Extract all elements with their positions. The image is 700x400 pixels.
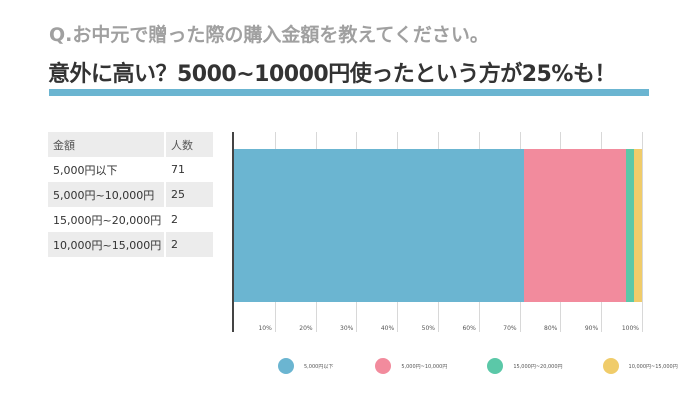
legend-item[interactable]: 10,000円~15,000円	[602, 358, 678, 374]
legend-item[interactable]: 5,000円~10,000円	[375, 358, 447, 374]
table-cell-amount: 5,000円~10,000円	[48, 182, 166, 207]
x-tick-label: 100%	[621, 325, 639, 332]
legend-label: 10,000円~15,000円	[628, 363, 678, 370]
table-row: 15,000円~20,000円 2	[48, 207, 213, 232]
table-header-amount: 金額	[48, 132, 166, 157]
x-tick-label: 30%	[340, 325, 354, 332]
table-header-count: 人数	[166, 132, 213, 157]
x-tick-label: 90%	[584, 325, 599, 332]
legend-item[interactable]: 15,000円~20,000円	[487, 358, 563, 374]
data-table: 金額 人数 5,000円以下 71 5,000円~10,000円 25 15,0…	[48, 132, 213, 257]
table-cell-count: 2	[166, 232, 213, 257]
x-tick-label: 10%	[258, 325, 272, 332]
headline: 意外に高い？5000~10000円使ったという方が25%も！	[48, 62, 616, 87]
x-tick-label: 50%	[421, 325, 435, 332]
bar-segment[interactable]	[234, 149, 524, 302]
bar-segment[interactable]	[523, 149, 626, 302]
x-tick-label: 20%	[299, 325, 313, 332]
legend-label: 15,000円~20,000円	[513, 363, 563, 370]
accent-divider	[49, 89, 649, 96]
question-title: Q.お中元で贈った際の購入金額を教えてください。	[49, 24, 489, 46]
legend-label: 5,000円以下	[304, 363, 334, 370]
chart-legend: 5,000円以下 5,000円~10,000円 15,000円~20,000円 10,…	[278, 358, 678, 374]
gridline	[642, 132, 643, 332]
table-cell-amount: 5,000円以下	[48, 157, 166, 182]
table-row: 5,000円以下 71	[48, 157, 213, 182]
legend-item[interactable]: 5,000円以下	[278, 358, 333, 374]
bar-segment[interactable]	[625, 149, 634, 302]
legend-label: 5,000円~10,000円	[401, 363, 448, 370]
legend-dot-icon	[278, 358, 294, 374]
table-header-row: 金額 人数	[48, 132, 213, 157]
table-cell-amount: 15,000円~20,000円	[48, 207, 166, 232]
x-tick-label: 70%	[503, 325, 517, 332]
stacked-bar-chart: 10% 20% 30% 40% 50% 60% 70% 80% 90% 100%	[232, 132, 643, 332]
table-cell-count: 2	[171, 213, 178, 226]
table-cell-count: 25	[166, 182, 213, 207]
y-axis-line	[232, 132, 234, 332]
stacked-bar	[234, 149, 642, 302]
table-row: 5,000円~10,000円 25	[48, 182, 213, 207]
x-tick-label: 40%	[380, 325, 395, 332]
legend-dot-icon	[375, 358, 392, 374]
bar-segment[interactable]	[633, 149, 642, 302]
table-cell-amount: 10,000円~15,000円	[48, 232, 166, 257]
x-tick-label: 80%	[544, 325, 558, 332]
table-cell-count: 71	[171, 163, 185, 176]
table-row: 10,000円~15,000円 2	[48, 232, 213, 257]
x-tick-label: 60%	[462, 325, 476, 332]
legend-dot-icon	[487, 358, 504, 374]
legend-dot-icon	[602, 358, 619, 374]
